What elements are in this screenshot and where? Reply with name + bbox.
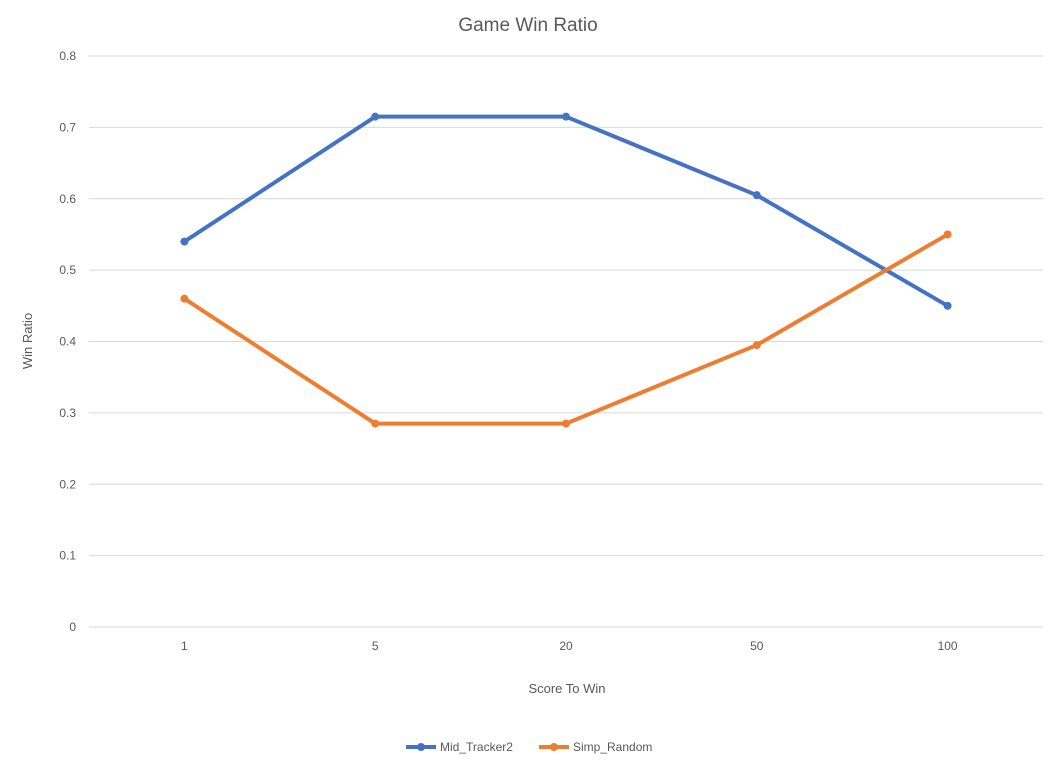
data-point — [371, 419, 380, 428]
y-tick-label: 0.8 — [59, 49, 76, 63]
series-line — [182, 232, 950, 426]
data-point — [180, 294, 189, 303]
series-line — [182, 114, 950, 308]
data-point — [752, 191, 761, 200]
y-tick-label: 0.6 — [59, 192, 76, 206]
data-point — [371, 112, 380, 121]
x-tick-label: 1 — [181, 639, 188, 653]
data-point — [562, 419, 570, 428]
x-tick-label: 100 — [938, 639, 958, 653]
data-point — [943, 301, 952, 310]
x-axis-ticks: 1 5 20 50 100 — [181, 639, 958, 653]
y-tick-label: 0.5 — [59, 263, 76, 277]
series-simp-random — [180, 230, 952, 428]
x-tick-label: 50 — [750, 639, 764, 653]
y-tick-label: 0.4 — [59, 335, 76, 349]
legend-marker-icon — [417, 743, 425, 751]
y-axis-ticks: 0 0.1 0.2 0.3 0.4 0.5 0.6 0.7 0.8 — [59, 49, 76, 634]
legend-label: Mid_Tracker2 — [440, 740, 513, 754]
y-axis-title: Win Ratio — [20, 313, 35, 369]
legend-item: Simp_Random — [539, 740, 652, 754]
y-tick-label: 0.3 — [59, 406, 76, 420]
legend-marker-icon — [550, 743, 558, 751]
legend-item: Mid_Tracker2 — [406, 740, 513, 754]
y-tick-label: 0.2 — [59, 477, 76, 491]
legend-label: Simp_Random — [573, 740, 652, 754]
series-lines — [180, 112, 952, 428]
data-point — [943, 230, 952, 239]
gridlines — [89, 55, 1043, 628]
x-tick-label: 20 — [559, 639, 573, 653]
legend: Mid_Tracker2 Simp_Random — [406, 740, 652, 754]
data-point — [180, 237, 189, 246]
x-axis-title: Score To Win — [528, 681, 605, 696]
y-tick-label: 0.1 — [59, 549, 76, 563]
x-tick-label: 5 — [372, 639, 379, 653]
data-point — [562, 112, 570, 121]
series-mid-tracker2 — [180, 112, 952, 310]
data-point — [752, 341, 761, 350]
y-tick-label: 0 — [69, 620, 76, 634]
y-tick-label: 0.7 — [59, 120, 76, 134]
chart-title: Game Win Ratio — [458, 15, 597, 36]
